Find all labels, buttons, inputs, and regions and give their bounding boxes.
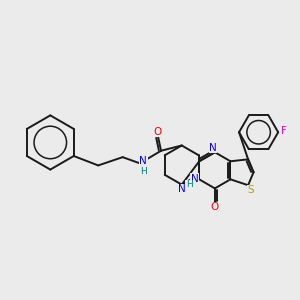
Text: S: S	[248, 185, 254, 196]
Text: F: F	[281, 127, 287, 136]
Text: O: O	[211, 202, 219, 212]
Text: N: N	[178, 184, 186, 194]
Text: O: O	[153, 127, 161, 136]
Text: N: N	[191, 174, 199, 184]
Text: H: H	[186, 180, 192, 189]
Text: H: H	[140, 167, 147, 176]
Text: N: N	[140, 156, 147, 166]
Text: N: N	[209, 143, 217, 153]
